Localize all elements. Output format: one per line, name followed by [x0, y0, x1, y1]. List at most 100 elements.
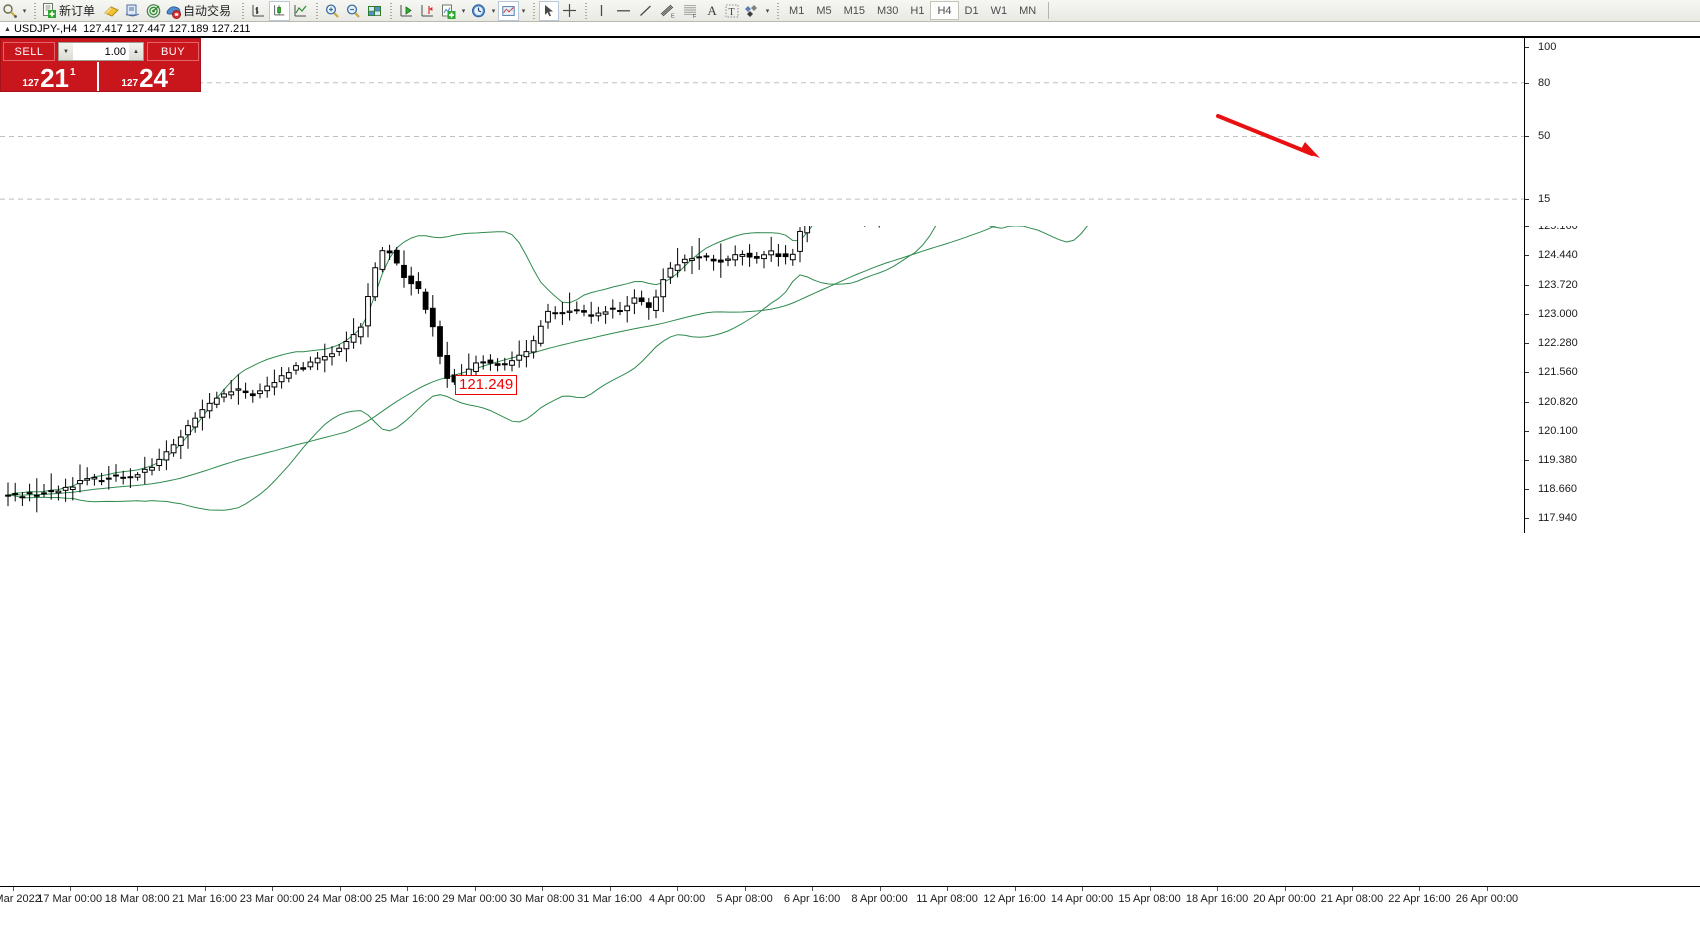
timeframe-mn[interactable]: MN [1019, 4, 1037, 17]
template-icon[interactable] [498, 0, 520, 21]
time-axis-label: 30 Mar 08:00 [509, 893, 575, 905]
indicators-dropdown-arrow-icon[interactable]: ▾ [461, 7, 466, 15]
scale-tick [1525, 46, 1529, 48]
time-axis-label: 21 Apr 08:00 [1320, 893, 1384, 905]
scale-tick [1525, 460, 1529, 462]
price-tick-label: 117.940 [1538, 512, 1577, 525]
rsi-trend-arrow[interactable] [1216, 114, 1320, 158]
candlestick-icon[interactable] [269, 0, 291, 21]
crosshair-icon[interactable] [559, 1, 580, 21]
volume-stepper[interactable]: ▼ 1.00 ▲ [58, 42, 144, 61]
time-axis-label: 24 Mar 08:00 [307, 893, 373, 905]
time-axis-tick [677, 887, 679, 891]
rsi-pane[interactable]: RSI(14) 40.0108 100 80 50 15 [0, 36, 1700, 226]
chart-window[interactable]: 129.386127.531127.006121.249 129.500128.… [0, 36, 1700, 925]
timeframe-h1[interactable]: H1 [910, 4, 925, 17]
rsi-plot-area[interactable]: RSI(14) 40.0108 [0, 38, 1524, 226]
shapes-dropdown-arrow-icon[interactable]: ▾ [765, 7, 770, 15]
bar-chart-icon[interactable] [248, 1, 269, 21]
autotrading-button[interactable]: 自动交易 [164, 1, 237, 21]
volume-input[interactable]: 1.00 [73, 43, 129, 60]
period-dropdown-arrow-icon[interactable]: ▾ [491, 7, 496, 15]
price-annotation-label[interactable]: 121.249 [455, 374, 518, 395]
shapes-icon[interactable] [742, 1, 763, 21]
time-axis-label: 18 Mar 08:00 [104, 893, 170, 905]
horizontal-line-icon[interactable] [612, 1, 635, 21]
price-tick-label: 122.280 [1538, 336, 1578, 349]
template-dropdown-arrow-icon[interactable]: ▾ [521, 7, 526, 15]
time-axis-tick [137, 887, 139, 891]
price-tick-label: 123.000 [1538, 307, 1578, 320]
symbol-info-bar: ▲ USDJPY-,H4 127.417 127.447 127.189 127… [0, 22, 1700, 36]
text-label-icon[interactable]: T [722, 1, 742, 21]
timeframe-m1[interactable]: M1 [789, 4, 805, 17]
zoom-in-icon[interactable] [322, 1, 343, 21]
trendline-icon[interactable] [635, 1, 656, 21]
scale-tick [1525, 313, 1529, 315]
sell-price-display[interactable]: 127 21 1 [1, 62, 99, 91]
buy-button[interactable]: BUY [147, 42, 199, 61]
sell-button[interactable]: SELL [3, 42, 55, 61]
time-axis-label: 22 Apr 16:00 [1388, 893, 1451, 905]
scale-tick [1525, 342, 1529, 344]
volume-decrease-icon[interactable]: ▼ [59, 43, 73, 60]
buy-price-display[interactable]: 127 24 2 [99, 62, 197, 91]
fibonacci-icon[interactable]: F [679, 1, 702, 21]
toolbar-divider-5 [530, 1, 538, 20]
timeframe-h4[interactable]: H4 [930, 1, 959, 20]
grid-icon[interactable] [364, 1, 385, 21]
toolbar-divider-2 [239, 1, 247, 20]
rsi-tick-label: 50 [1538, 130, 1551, 143]
chart-shift-icon[interactable] [417, 1, 438, 21]
timeframe-m5[interactable]: M5 [816, 4, 832, 17]
time-axis-label: 5 Apr 08:00 [716, 893, 773, 905]
channel-icon[interactable]: E [656, 1, 679, 21]
radar-icon[interactable] [143, 1, 164, 21]
timeframe-m15[interactable]: M15 [843, 4, 865, 17]
buy-price-prefix: 127 [121, 78, 139, 89]
scale-tick [1525, 136, 1529, 138]
scale-tick [1525, 401, 1529, 403]
arrow-pointer-icon[interactable] [539, 0, 560, 21]
time-axis-tick [812, 887, 814, 891]
symbol-ohlc-label: 127.417 127.447 127.189 127.211 [83, 23, 251, 35]
rsi-tick-label: 15 [1538, 193, 1551, 206]
price-tick-label: 120.820 [1538, 395, 1578, 408]
timeframe-w1[interactable]: W1 [990, 4, 1008, 17]
time-axis-label: 11 Apr 08:00 [916, 893, 978, 905]
sell-price-big: 21 [40, 63, 70, 93]
clock-icon[interactable] [468, 1, 489, 21]
time-axis-tick [1419, 887, 1421, 891]
cursor-dropdown-arrow-icon[interactable]: ▾ [22, 7, 27, 15]
time-axis-tick [1082, 887, 1084, 891]
rsi-scale[interactable]: 100 80 50 15 [1524, 38, 1700, 226]
vertical-line-icon[interactable] [591, 1, 612, 21]
auto-scroll-icon[interactable] [396, 1, 417, 21]
cursor-magnifier-icon[interactable] [0, 1, 20, 21]
navigator-icon[interactable] [122, 1, 143, 21]
text-icon[interactable]: A [702, 1, 722, 21]
timeframe-d1[interactable]: D1 [964, 4, 979, 17]
toolbar-divider-1 [31, 1, 38, 20]
time-axis-tick [204, 887, 206, 891]
time-axis-label: 21 Mar 16:00 [172, 893, 238, 905]
symbol-marker-icon: ▲ [4, 25, 11, 33]
indicators-add-icon[interactable] [438, 1, 459, 21]
time-axis-tick [879, 887, 881, 891]
line-chart-icon[interactable] [290, 1, 311, 21]
symbol-period-label: USDJPY-,H4 [13, 23, 78, 35]
timeframe-m30[interactable]: M30 [877, 4, 899, 17]
metaeditor-icon[interactable] [101, 1, 122, 21]
time-axis-label: 6 Mar 2022 [0, 893, 41, 905]
time-axis-tick [339, 887, 341, 891]
one-click-trading-panel[interactable]: SELL ▼ 1.00 ▲ BUY 127 21 1 127 24 2 [0, 38, 201, 92]
time-axis-tick [69, 887, 71, 891]
price-tick-label: 119.380 [1538, 454, 1577, 467]
new-order-button[interactable]: 新订单 [40, 1, 101, 21]
zoom-out-icon[interactable] [343, 1, 364, 21]
time-axis-tick [609, 887, 611, 891]
oct-price-row: 127 21 1 127 24 2 [1, 62, 200, 91]
toolbar-divider-7 [774, 1, 782, 20]
volume-increase-icon[interactable]: ▲ [129, 43, 143, 60]
